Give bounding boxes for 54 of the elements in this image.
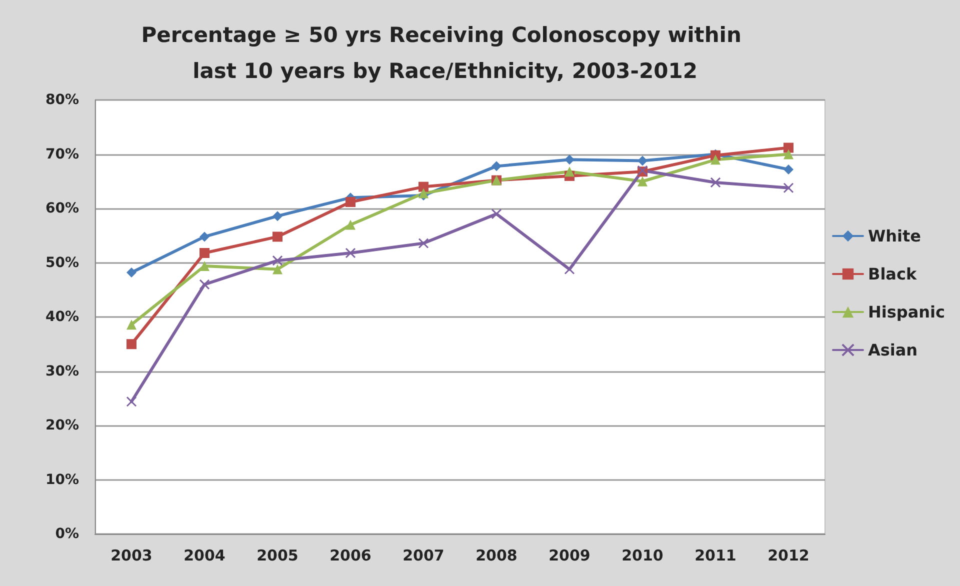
point bbox=[126, 339, 136, 350]
point bbox=[126, 320, 136, 330]
point bbox=[492, 161, 502, 172]
point bbox=[418, 238, 429, 248]
point bbox=[564, 166, 574, 177]
y-tick-label: 60% bbox=[45, 200, 79, 216]
point bbox=[784, 164, 794, 174]
point bbox=[638, 156, 648, 166]
x-tick-label: 2012 bbox=[768, 546, 810, 564]
y-tick-label: 80% bbox=[45, 92, 79, 108]
legend-label: Asian bbox=[868, 340, 918, 360]
y-tick-label: 40% bbox=[45, 309, 79, 325]
point bbox=[710, 177, 721, 188]
x-tick-label: 2011 bbox=[694, 546, 736, 564]
point bbox=[346, 196, 356, 207]
y-tick-label: 0% bbox=[55, 526, 79, 542]
point bbox=[564, 154, 574, 165]
x-tick-label: 2005 bbox=[256, 546, 298, 564]
y-tick-label: 70% bbox=[45, 146, 79, 162]
point bbox=[710, 154, 720, 165]
point bbox=[564, 264, 575, 275]
point bbox=[784, 142, 794, 153]
point bbox=[783, 182, 794, 194]
x-tick-label: 2006 bbox=[330, 546, 372, 564]
y-tick-label: 20% bbox=[45, 418, 79, 434]
point bbox=[272, 232, 282, 242]
x-tick-label: 2004 bbox=[184, 546, 226, 564]
point bbox=[200, 248, 210, 258]
point bbox=[126, 268, 136, 278]
legend-label: Black bbox=[868, 264, 917, 284]
point bbox=[200, 232, 210, 242]
point bbox=[272, 211, 282, 222]
x-tick-label: 2009 bbox=[548, 546, 590, 564]
x-tick-label: 2007 bbox=[402, 546, 444, 564]
point bbox=[345, 248, 356, 258]
chart-title: Percentage ≥ 50 yrs Receiving Colonoscopy within last 10 years by Race/Ethnicity, 2003-2012 bbox=[141, 23, 749, 83]
point bbox=[272, 264, 282, 274]
point bbox=[491, 208, 502, 220]
point bbox=[784, 149, 794, 160]
point bbox=[638, 176, 648, 186]
y-tick-label: 30% bbox=[45, 363, 79, 380]
point bbox=[200, 261, 210, 272]
x-tick-label: 2008 bbox=[476, 546, 518, 564]
legend-label: White bbox=[868, 226, 922, 246]
y-tick-label: 10% bbox=[45, 472, 79, 488]
legend-label: Hispanic bbox=[868, 302, 946, 322]
point bbox=[272, 255, 283, 266]
x-tick-label: 2003 bbox=[110, 546, 152, 564]
point bbox=[346, 220, 356, 230]
x-tick-label: 2010 bbox=[622, 546, 664, 564]
point bbox=[126, 396, 137, 407]
point bbox=[199, 279, 210, 290]
point bbox=[418, 182, 428, 192]
y-tick-label: 50% bbox=[45, 254, 79, 271]
